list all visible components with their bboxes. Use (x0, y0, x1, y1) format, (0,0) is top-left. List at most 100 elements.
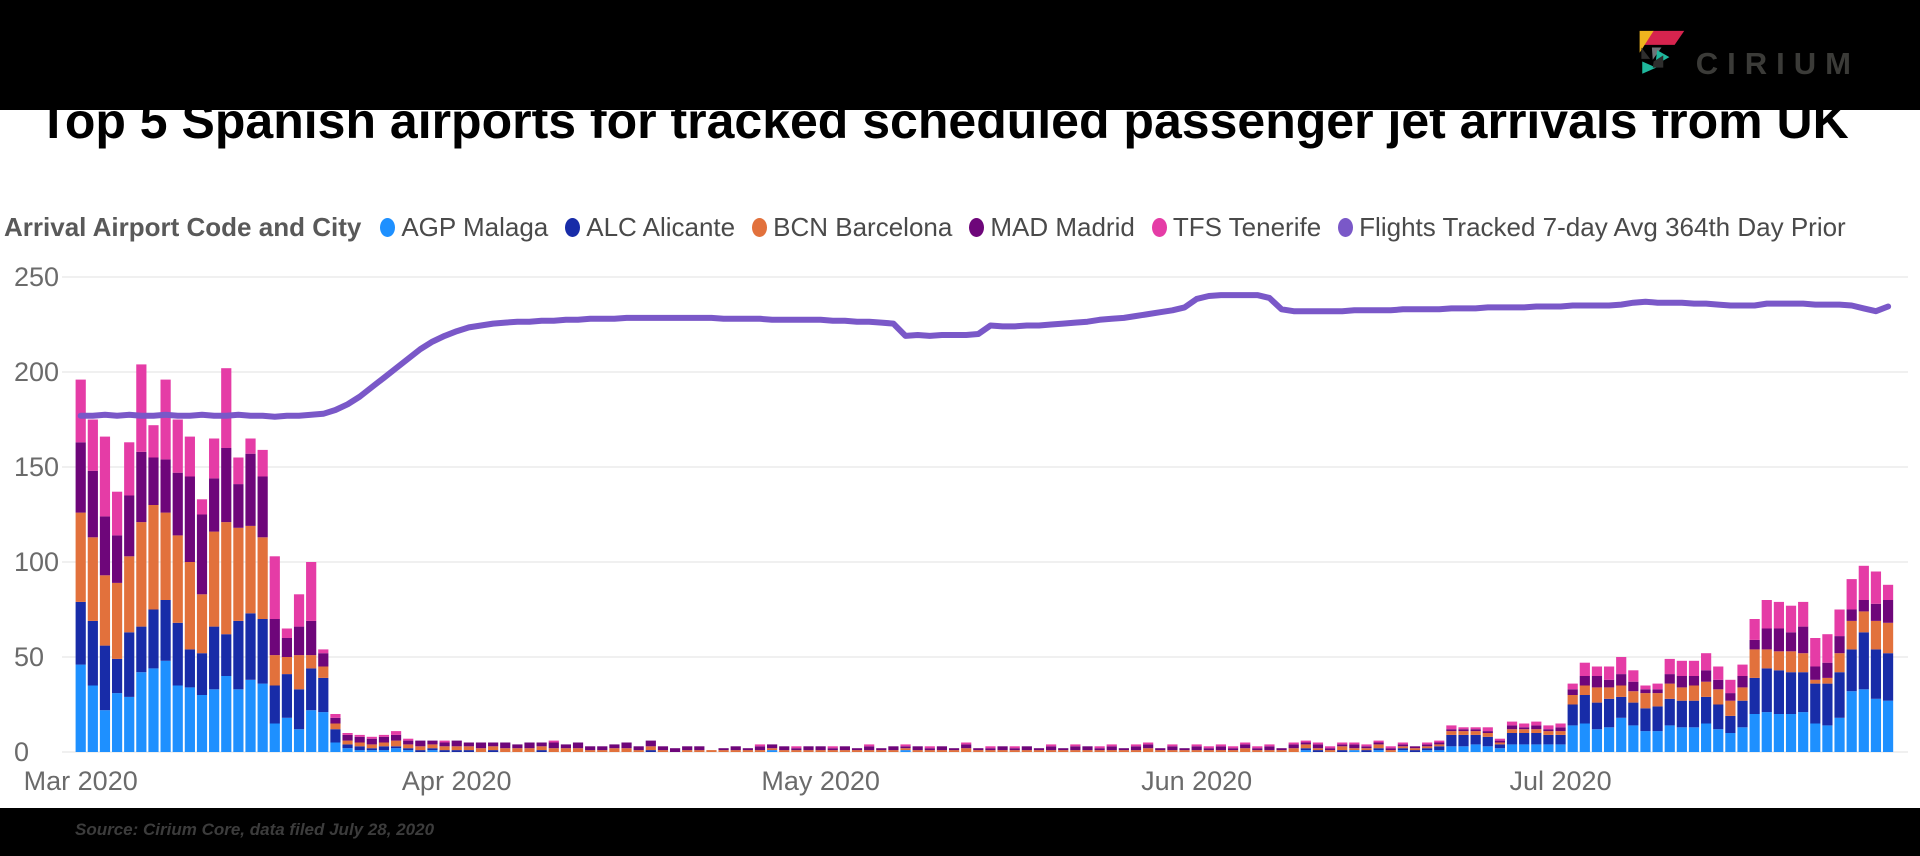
bar-segment (330, 723, 341, 730)
legend-label: BCN Barcelona (773, 212, 953, 242)
legend-heading: Arrival Airport Code and City (4, 212, 362, 242)
legend-label: Flights Tracked 7-day Avg 364th Day Prio… (1359, 212, 1846, 242)
bar-segment (1203, 750, 1214, 752)
bar-segment (1482, 746, 1493, 752)
bar-segment (1458, 731, 1469, 735)
bar-segment (1846, 620, 1857, 650)
bar-segment (269, 685, 280, 724)
bar-segment (148, 457, 159, 505)
bar-segment (1482, 731, 1493, 733)
bar-segment (851, 750, 863, 752)
bar-segment (111, 693, 123, 752)
bar-segment (1737, 687, 1748, 701)
bar-segment (1822, 725, 1833, 752)
bar-segment (318, 666, 329, 678)
bar-segment (136, 451, 147, 523)
bar-segment (1300, 750, 1311, 752)
bar-segment (184, 476, 195, 562)
bar-segment (1701, 653, 1712, 671)
bar-segment (148, 425, 159, 458)
bar-segment (1288, 744, 1299, 749)
bar-segment (1506, 733, 1518, 745)
bar-segment (99, 710, 111, 752)
bar-segment (330, 714, 341, 718)
bar-segment (585, 746, 596, 751)
bar-segment (1506, 744, 1518, 752)
bar-segment (233, 689, 244, 752)
bar-segment (1155, 748, 1166, 751)
flights-tracked-line (77, 292, 1892, 420)
bar-segment (378, 736, 390, 743)
bar-segment (585, 750, 596, 752)
bar-segment (1543, 734, 1554, 745)
bar-segment (779, 746, 790, 751)
bar-segment (827, 746, 838, 749)
bar-segment (281, 717, 293, 752)
bar-segment (1664, 658, 1675, 675)
bar-segment (645, 750, 656, 752)
bar-segment (1531, 725, 1542, 730)
bar-segment (75, 664, 86, 752)
bar-segment (427, 748, 438, 751)
bar-segment (1761, 600, 1772, 629)
bar-segment (633, 746, 644, 751)
bar-segment (475, 748, 487, 752)
bar-segment (524, 742, 535, 749)
bar-segment (1312, 744, 1324, 749)
bar-segment (1252, 748, 1263, 751)
bar-segment (500, 742, 511, 749)
bar-segment (1494, 742, 1506, 745)
bar-segment (488, 742, 499, 747)
bar-segment (1312, 748, 1324, 751)
bar-segment (1603, 687, 1615, 699)
bar-segment (1094, 750, 1105, 752)
bar-segment (1458, 746, 1469, 752)
bar-segment (1798, 626, 1809, 654)
bar-segment (1749, 649, 1760, 678)
bar-segment (536, 742, 547, 747)
bar-segment (682, 746, 693, 751)
bar-segment (985, 746, 996, 749)
bar-segment (888, 750, 899, 752)
bar-segment (209, 689, 220, 752)
bar-segment (1531, 729, 1542, 733)
page-title: Top 5 Spanish airports for tracked sched… (38, 93, 1849, 149)
bar-segment (1494, 738, 1506, 741)
bar-segment (1725, 700, 1736, 716)
bar-segment (172, 419, 183, 473)
bar-segment (1106, 750, 1117, 752)
bar-segment (1422, 748, 1433, 751)
bar-segment (451, 740, 462, 747)
bar-segment (1616, 674, 1627, 686)
bar-segment (1603, 727, 1615, 752)
bar-segment (1519, 729, 1530, 733)
bar-segment (245, 453, 256, 526)
bar-segment (1531, 733, 1542, 745)
bar-segment (390, 748, 402, 752)
bar-segment (1664, 725, 1675, 752)
bar-segment (99, 645, 111, 711)
legend-item: Flights Tracked 7-day Avg 364th Day Prio… (1338, 212, 1846, 243)
bar-segment (924, 748, 935, 751)
bar-segment (973, 750, 984, 752)
bar-segment (439, 746, 450, 751)
bar-segment (572, 742, 584, 749)
bar-segment (75, 442, 86, 513)
bar-segment (718, 748, 729, 751)
bar-segment (973, 748, 984, 751)
bar-segment (1652, 706, 1663, 732)
bar-segment (1361, 750, 1372, 752)
bar-segment (1519, 733, 1530, 745)
bar-segment (366, 736, 377, 739)
bar-segment (997, 746, 1008, 751)
bar-segment (948, 748, 960, 751)
bar-segment (1373, 744, 1384, 749)
bar-segment (597, 750, 608, 752)
bar-segment (1252, 750, 1263, 752)
bar-segment (1240, 742, 1251, 745)
bar-segment (936, 746, 948, 751)
bar-segment (221, 676, 232, 752)
bar-segment (1422, 746, 1433, 749)
bar-segment (293, 729, 305, 752)
bar-segment (1046, 744, 1057, 747)
